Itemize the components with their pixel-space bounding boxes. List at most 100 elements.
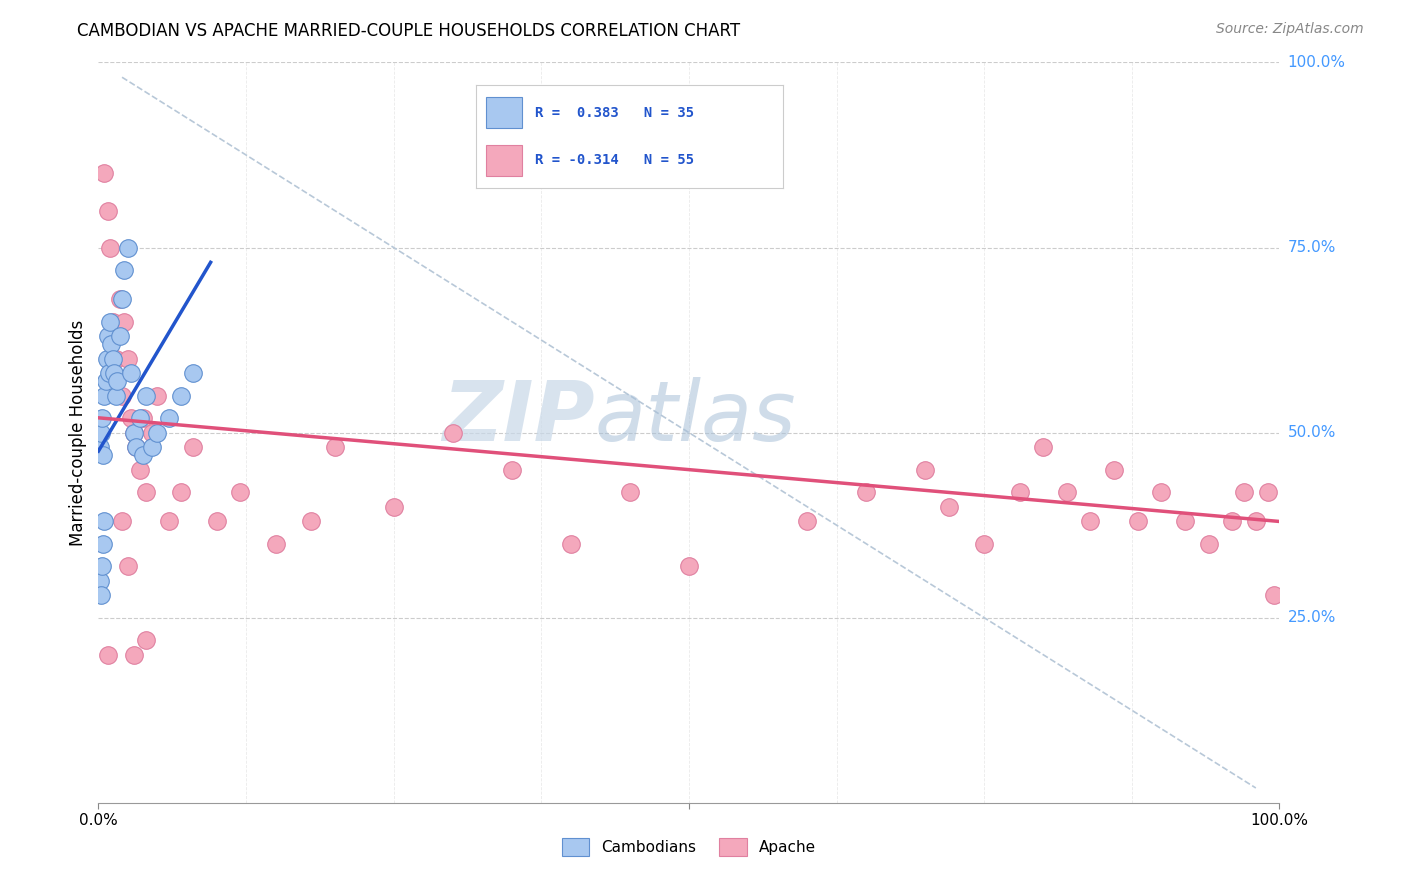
Point (135, 484, 157, 499)
Point (112, 314, 135, 328)
Point (103, 367, 125, 381)
Legend: Cambodians, Apache: Cambodians, Apache (555, 832, 823, 862)
Point (796, 515, 818, 529)
Point (105, 374, 128, 388)
Point (1032, 441, 1054, 455)
Point (125, 441, 148, 455)
Point (97, 329, 120, 343)
Point (1244, 515, 1267, 529)
Point (98, 314, 121, 328)
Point (125, 441, 148, 455)
Point (128, 462, 150, 476)
Point (105, 351, 128, 366)
Text: 75.0%: 75.0% (1288, 240, 1336, 255)
Point (97, 648, 120, 662)
Point (128, 410, 150, 425)
Point (98, 367, 121, 381)
Text: 25.0%: 25.0% (1288, 610, 1336, 625)
Point (121, 367, 143, 381)
Point (323, 441, 346, 455)
Point (181, 441, 204, 455)
Point (678, 558, 700, 573)
Point (170, 388, 193, 402)
Point (91, 536, 114, 550)
Point (90, 589, 112, 603)
Point (132, 448, 155, 462)
Point (560, 536, 582, 550)
Text: 50.0%: 50.0% (1288, 425, 1336, 440)
Point (91, 448, 114, 462)
Point (157, 410, 180, 425)
Point (89, 441, 111, 455)
Point (1008, 484, 1031, 499)
Point (101, 351, 124, 366)
Point (382, 500, 405, 514)
Point (94, 374, 117, 388)
Point (855, 484, 877, 499)
Point (117, 351, 139, 366)
Point (205, 515, 228, 529)
Point (105, 388, 128, 402)
Point (501, 462, 523, 476)
Point (122, 648, 145, 662)
Point (117, 240, 139, 255)
Point (973, 536, 995, 550)
Point (1126, 515, 1149, 529)
Point (89, 574, 111, 588)
Point (229, 484, 252, 499)
Point (1056, 484, 1078, 499)
Point (91, 558, 114, 573)
Point (1263, 589, 1285, 603)
Point (111, 293, 134, 307)
Point (146, 425, 169, 440)
Point (100, 336, 122, 351)
Point (1080, 515, 1102, 529)
Text: CAMBODIAN VS APACHE MARRIED-COUPLE HOUSEHOLDS CORRELATION CHART: CAMBODIAN VS APACHE MARRIED-COUPLE HOUSE… (77, 22, 741, 40)
Point (1174, 515, 1197, 529)
Point (122, 425, 145, 440)
Point (121, 410, 143, 425)
Point (441, 425, 464, 440)
Point (93, 515, 115, 529)
Text: Source: ZipAtlas.com: Source: ZipAtlas.com (1216, 22, 1364, 37)
Y-axis label: Married-couple Households: Married-couple Households (69, 319, 87, 546)
Text: ZIP: ZIP (441, 377, 595, 458)
Point (108, 293, 131, 307)
Point (90, 425, 112, 440)
Point (135, 632, 157, 647)
Point (97, 203, 120, 218)
Point (96, 351, 118, 366)
Point (91, 410, 114, 425)
Point (101, 314, 124, 328)
Point (122, 425, 145, 440)
Point (914, 462, 936, 476)
Point (619, 484, 641, 499)
Point (111, 388, 134, 402)
Point (108, 329, 131, 343)
Point (117, 558, 139, 573)
Point (141, 425, 163, 440)
Point (141, 441, 163, 455)
Point (1198, 536, 1220, 550)
Point (181, 367, 204, 381)
Point (170, 484, 193, 499)
Point (135, 388, 157, 402)
Point (98, 240, 121, 255)
Point (93, 388, 115, 402)
Point (112, 262, 135, 277)
Point (157, 515, 180, 529)
Point (146, 388, 169, 402)
Text: 100.0%: 100.0% (1288, 55, 1346, 70)
Point (299, 515, 322, 529)
Point (111, 515, 134, 529)
Point (1102, 462, 1125, 476)
Point (1150, 484, 1173, 499)
Point (93, 166, 115, 180)
Point (264, 536, 287, 550)
Point (1220, 515, 1243, 529)
Point (132, 410, 155, 425)
Text: atlas: atlas (595, 377, 796, 458)
Point (938, 500, 960, 514)
Point (1233, 484, 1256, 499)
Point (1257, 484, 1279, 499)
